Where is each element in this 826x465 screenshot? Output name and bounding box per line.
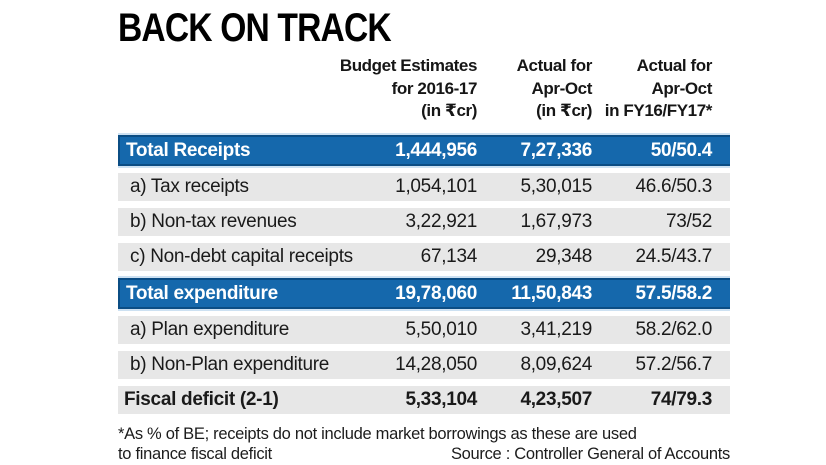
footnote: *As % of BE; receipts do not include mar…: [118, 425, 730, 464]
table-content: BACK ON TRACK Budget Estimates for 2016-…: [118, 6, 730, 464]
cell-actual-fy-ratio: 58.2/62.0: [635, 319, 712, 340]
row-label: Fiscal deficit (2-1): [124, 389, 279, 410]
cell-actual-apr-oct: 8,09,624: [520, 354, 592, 375]
cell-actual-fy-ratio: 57.5/58.2: [635, 282, 712, 304]
page-title: BACK ON TRACK: [118, 6, 392, 50]
table-row-plan-expenditure: a) Plan expenditure 5,50,010 3,41,219 58…: [118, 316, 730, 344]
cell-budget-estimate: 67,134: [420, 246, 478, 267]
cell-actual-fy-ratio: 50/50.4: [650, 139, 713, 161]
cell-actual-fy-ratio: 74/79.3: [650, 389, 713, 410]
row-label: b) Non-Plan expenditure: [130, 354, 330, 375]
cell-actual-apr-oct: 4,23,507: [520, 389, 592, 410]
cell-actual-apr-oct: 5,30,015: [520, 176, 592, 197]
cell-budget-estimate: 5,50,010: [405, 319, 477, 340]
row-label: b) Non-tax revenues: [130, 211, 297, 232]
column-header-actual-fy16-fy17: Actual for Apr-Oct in FY16/FY17*: [604, 56, 713, 120]
table-header-row: Budget Estimates for 2016-17 (in ₹cr) Ac…: [118, 55, 730, 125]
row-label: c) Non-debt capital receipts: [130, 246, 353, 267]
cell-budget-estimate: 1,444,956: [395, 139, 477, 161]
cell-actual-fy-ratio: 46.6/50.3: [635, 176, 712, 197]
column-header-budget-estimates: Budget Estimates for 2016-17 (in ₹cr): [339, 56, 478, 120]
source-credit: Source : Controller General of Accounts: [450, 444, 730, 463]
cell-actual-apr-oct: 29,348: [535, 246, 593, 267]
cell-budget-estimate: 5,33,104: [405, 389, 477, 410]
cell-actual-fy-ratio: 57.2/56.7: [635, 354, 712, 375]
table-row-non-plan-expenditure: b) Non-Plan expenditure 14,28,050 8,09,6…: [118, 351, 730, 379]
cell-actual-apr-oct: 1,67,973: [520, 211, 592, 232]
cell-actual-fy-ratio: 73/52: [665, 211, 712, 232]
cell-budget-estimate: 1,054,101: [395, 176, 477, 197]
table-row-non-tax-revenues: b) Non-tax revenues 3,22,921 1,67,973 73…: [118, 208, 730, 236]
cell-budget-estimate: 14,28,050: [395, 354, 477, 375]
column-header-actual-apr-oct: Actual for Apr-Oct (in ₹cr): [516, 56, 593, 120]
table-row-fiscal-deficit: Fiscal deficit (2-1) 5,33,104 4,23,507 7…: [118, 386, 730, 414]
row-label: a) Plan expenditure: [130, 319, 290, 340]
table-row-total-expenditure: Total expenditure 19,78,060 11,50,843 57…: [118, 278, 730, 309]
cell-budget-estimate: 3,22,921: [405, 211, 477, 232]
footnote-line1: *As % of BE; receipts do not include mar…: [118, 425, 637, 443]
cell-actual-apr-oct: 3,41,219: [520, 319, 592, 340]
cell-budget-estimate: 19,78,060: [395, 282, 477, 304]
cell-actual-apr-oct: 11,50,843: [511, 282, 592, 304]
table-row-non-debt-capital-receipts: c) Non-debt capital receipts 67,134 29,3…: [118, 243, 730, 271]
table-row-tax-receipts: a) Tax receipts 1,054,101 5,30,015 46.6/…: [118, 173, 730, 201]
footnote-line2: to finance fiscal deficit: [118, 444, 272, 463]
row-label: Total expenditure: [126, 282, 278, 304]
row-label: Total Receipts: [126, 139, 251, 161]
table-row-total-receipts: Total Receipts 1,444,956 7,27,336 50/50.…: [118, 135, 730, 166]
row-label: a) Tax receipts: [130, 176, 249, 197]
cell-actual-fy-ratio: 24.5/43.7: [635, 246, 712, 267]
cell-actual-apr-oct: 7,27,336: [520, 139, 592, 161]
